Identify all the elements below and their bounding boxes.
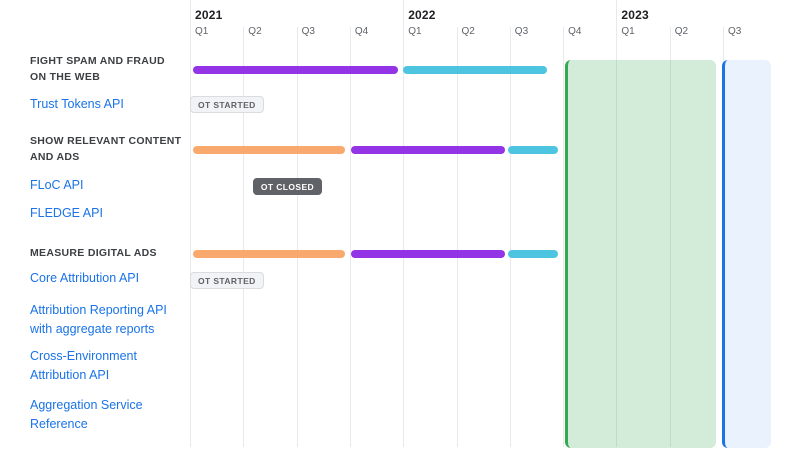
timeline-bar-cyan bbox=[508, 250, 558, 258]
timeline-bar-purple bbox=[351, 250, 505, 258]
quarter-label: Q3 bbox=[514, 26, 529, 37]
badge-ot-started: OT STARTED bbox=[190, 96, 264, 113]
badge-ot-closed: OT CLOSED bbox=[252, 178, 323, 195]
quarter-label: Q2 bbox=[461, 26, 475, 37]
link-cross-environment-attribution-api[interactable]: Cross-Environment Attribution API bbox=[30, 349, 137, 382]
badge-ot-started: OT STARTED bbox=[190, 272, 264, 289]
gridline bbox=[243, 27, 245, 447]
group-title-measure-digital-ads: MEASURE DIGITAL ADS bbox=[30, 247, 157, 259]
group-title-show-relevant-content: SHOW RELEVANT CONTENT AND ADS bbox=[30, 135, 182, 163]
year-label: 2022 bbox=[408, 8, 436, 22]
gridline bbox=[509, 27, 511, 447]
timeline-bar-cyan bbox=[508, 146, 558, 154]
link-trust-tokens-api[interactable]: Trust Tokens API bbox=[30, 97, 124, 111]
gridline bbox=[456, 27, 458, 447]
gridline bbox=[349, 27, 351, 447]
quarter-label: Q4 bbox=[568, 26, 582, 37]
quarter-label: Q1 bbox=[195, 26, 209, 37]
quarter-label: Q2 bbox=[248, 26, 262, 37]
quarter-label: Q1 bbox=[621, 26, 635, 37]
gridline bbox=[563, 27, 565, 447]
quarter-label: Q2 bbox=[674, 26, 689, 37]
timeline-bar-purple bbox=[192, 66, 398, 74]
link-floc-api[interactable]: FLoC API bbox=[30, 178, 84, 192]
quarter-label: Q1 bbox=[408, 26, 422, 37]
link-core-attribution-api[interactable]: Core Attribution API bbox=[30, 271, 140, 285]
quarter-label: Q3 bbox=[728, 26, 742, 37]
gridline bbox=[616, 0, 618, 447]
quarter-label: Q3 bbox=[301, 26, 315, 37]
region-green-highlight bbox=[565, 60, 717, 448]
link-attribution-reporting-api[interactable]: Attribution Reporting API with aggregate… bbox=[30, 303, 167, 336]
link-aggregation-service-reference[interactable]: Aggregation Service Reference bbox=[30, 398, 143, 431]
quarter-label: Q4 bbox=[354, 26, 369, 37]
year-label: 2023 bbox=[621, 8, 649, 22]
timeline-bar-orange bbox=[192, 146, 346, 154]
group-title-fight-spam-and-fraud: FIGHT SPAM AND FRAUD ON THE WEB bbox=[30, 55, 165, 83]
year-label: 2021 bbox=[195, 8, 223, 22]
gridline bbox=[190, 0, 191, 447]
link-fledge-api[interactable]: FLEDGE API bbox=[30, 206, 103, 220]
region-blue-highlight bbox=[721, 60, 771, 448]
timeline-bar-cyan bbox=[403, 66, 548, 74]
timeline-bar-orange bbox=[192, 250, 346, 258]
gridline bbox=[296, 27, 298, 447]
gridline bbox=[669, 27, 671, 447]
timeline-bar-purple bbox=[351, 146, 505, 154]
gridline bbox=[403, 0, 405, 447]
